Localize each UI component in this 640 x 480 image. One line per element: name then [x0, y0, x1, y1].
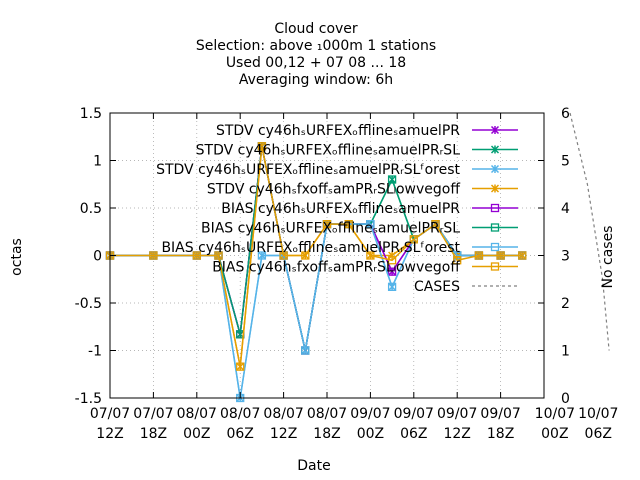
x-tick-label: 00Z [541, 426, 568, 442]
data-point [149, 251, 158, 260]
x-tick-label: 06Z [585, 426, 612, 442]
data-point [366, 219, 375, 229]
y-tick-label: -1 [88, 344, 102, 360]
x-tick-label: 09/07 [350, 406, 390, 422]
data-point [490, 164, 500, 174]
legend-label: BIAS cy46hₛURFEXₒfflineₛamuelPRᵣSLᶠorest [161, 240, 460, 256]
data-point [490, 125, 500, 135]
data-point [490, 184, 500, 193]
data-point [490, 242, 500, 252]
x-tick-label: 18Z [140, 426, 167, 442]
chart-legend: STDV cy46hₛURFEXₒfflineₛamuelPR STDV cy46… [156, 123, 518, 295]
y-tick-label: 1 [93, 154, 102, 170]
data-point [496, 251, 505, 260]
y2-tick-label: 1 [561, 344, 570, 360]
x-tick-label: 18Z [313, 426, 340, 442]
x-tick-label: 09/07 [480, 406, 520, 422]
data-point [301, 251, 310, 260]
x-tick-label: 07/07 [90, 406, 130, 422]
data-point [301, 346, 310, 355]
title-line: Selection: above ₁000m 1 stations [196, 38, 436, 54]
y2-axis-label: No cases [600, 226, 616, 289]
data-point [387, 267, 397, 276]
legend-label: STDV cy46hₛURFEXₒfflineₛamuelPRᵣSLᶠorest [156, 162, 460, 178]
title-line: Cloud cover [274, 21, 358, 37]
x-tick-label: 08/07 [177, 406, 217, 422]
y2-tick-label: 6 [561, 106, 570, 122]
title-line: Averaging window: 6h [239, 72, 393, 88]
data-point [409, 235, 418, 244]
series-8 [569, 112, 610, 351]
x-axis-label: Date [297, 458, 330, 474]
x-tick-label: 10/07 [535, 406, 575, 422]
x-tick-label: 09/07 [394, 406, 434, 422]
data-point [474, 251, 484, 260]
data-point [431, 219, 440, 229]
x-tick-label: 09/07 [437, 406, 477, 422]
series-line [569, 112, 610, 351]
legend-label: BIAS cy46hₛfxoffₛamPRᵣSLₗowvegoff [212, 260, 460, 276]
x-tick-label: 06Z [226, 426, 253, 442]
data-point [236, 362, 245, 371]
data-point [453, 256, 462, 265]
x-tick-label: 18Z [487, 426, 514, 442]
title-line: Used 00,12 + 07 08 ... 18 [226, 55, 406, 71]
x-tick-label: 00Z [357, 426, 384, 442]
y2-tick-label: 5 [561, 154, 570, 170]
data-point [279, 251, 288, 260]
chart-series [105, 112, 610, 403]
data-point [518, 251, 527, 260]
y-tick-label: 1.5 [80, 106, 102, 122]
data-point [257, 251, 267, 260]
data-point [490, 223, 500, 232]
data-point [257, 142, 267, 151]
data-point [490, 145, 500, 154]
x-tick-label: 08/07 [307, 406, 347, 422]
x-tick-label: 07/07 [133, 406, 173, 422]
x-axis-ticks: 07/07 12Z 07/07 18Z 08/07 00Z 08/07 06Z 08/07 12Z… [90, 113, 618, 442]
x-tick-label: 10/07 [578, 406, 618, 422]
y-tick-label: -1.5 [75, 391, 102, 407]
y-axis-label: octas [9, 238, 25, 276]
legend-label: CASES [414, 279, 460, 295]
data-point [214, 251, 223, 260]
data-point [490, 203, 500, 213]
x-tick-label: 08/07 [220, 406, 260, 422]
data-point [387, 282, 397, 292]
data-point [387, 256, 397, 265]
x-tick-label: 08/07 [263, 406, 303, 422]
data-point [344, 219, 353, 229]
y-axis-ticks: -1.5 -1 -0.5 0 0.5 1 1.5 [75, 106, 544, 407]
x-tick-label: 00Z [183, 426, 210, 442]
data-point [387, 175, 397, 184]
x-tick-label: 12Z [96, 426, 123, 442]
y-tick-label: 0 [93, 249, 102, 265]
y2-tick-label: 0 [561, 391, 570, 407]
x-tick-label: 12Z [270, 426, 297, 442]
data-point [322, 219, 332, 229]
y2-tick-label: 3 [561, 249, 570, 265]
series-7 [105, 142, 527, 371]
data-point [192, 251, 201, 260]
y2-axis-ticks: 0 1 2 3 4 5 6 [561, 106, 570, 407]
x-tick-label: 12Z [443, 426, 470, 442]
y2-tick-label: 2 [561, 296, 570, 312]
legend-label: STDV cy46hₛURFEXₒfflineₛamuelPR [216, 123, 460, 139]
y2-tick-label: 4 [561, 201, 570, 217]
data-point [490, 262, 500, 271]
legend-label: BIAS cy46hₛURFEXₒfflineₛamuelPRᵣSL [201, 221, 460, 237]
data-point [366, 251, 375, 260]
legend-label: BIAS cy46hₛURFEXₒfflineₛamuelPR [221, 201, 460, 217]
y-tick-label: 0.5 [80, 201, 102, 217]
legend-label: STDV cy46hₛURFEXₒfflineₛamuelPRᵣSL [196, 143, 461, 159]
y-tick-label: -0.5 [75, 296, 102, 312]
x-tick-label: 06Z [400, 426, 427, 442]
legend-label: STDV cy46hₛfxoffₛamPRᵣSLₗowvegoff [207, 182, 460, 198]
